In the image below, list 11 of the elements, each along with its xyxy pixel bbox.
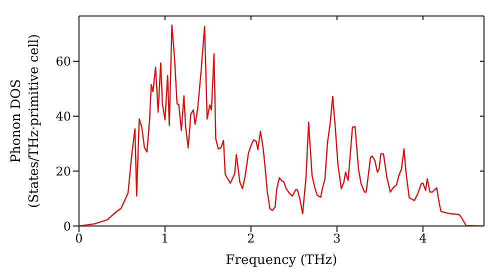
y-axis-title: Phonon DOS (States/THz·primitive cell): [9, 34, 42, 208]
x-tick-label: 1: [161, 232, 169, 246]
y-tick-label: 0: [63, 219, 71, 234]
y-tick-label: 60: [56, 54, 71, 69]
x-axis-title: Frequency (THz): [226, 253, 338, 268]
y-tick-label: 20: [56, 164, 71, 178]
y-tick-label: 40: [56, 109, 71, 124]
x-tick-label: 0: [75, 232, 83, 246]
x-tick-label: 4: [419, 232, 428, 246]
x-tick-label: 3: [333, 232, 341, 246]
x-tick-label: 2: [247, 232, 255, 246]
